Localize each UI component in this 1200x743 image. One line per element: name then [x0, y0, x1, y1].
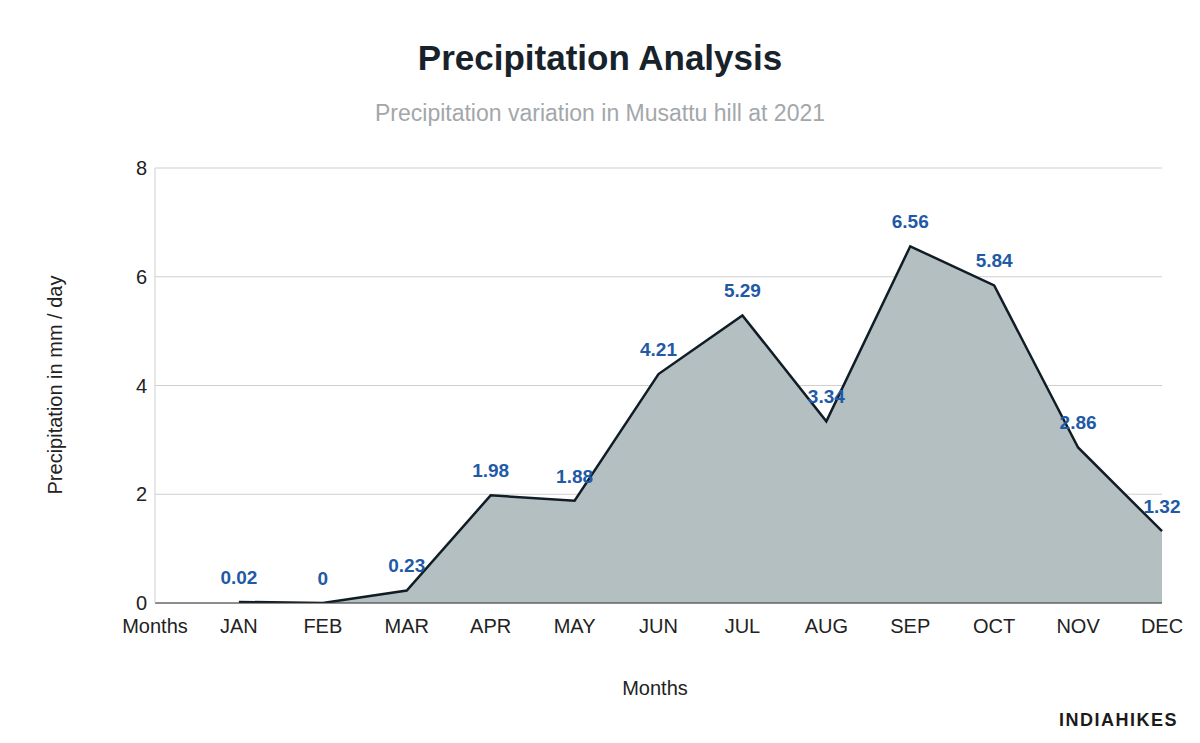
svg-text:0.02: 0.02	[220, 567, 257, 588]
svg-text:3.34: 3.34	[808, 386, 845, 407]
svg-text:JAN: JAN	[220, 615, 258, 637]
html-text:INDIAHIKES: INDIAHIKES	[1059, 710, 1178, 730]
html-text:Months: Months	[622, 677, 688, 699]
html-text:Precipitation variation in Mus: Precipitation variation in Musattu hill …	[375, 100, 825, 126]
html-text:Precipitation in mm / day: Precipitation in mm / day	[43, 275, 66, 495]
svg-text:2.86: 2.86	[1060, 412, 1097, 433]
svg-text:APR: APR	[470, 615, 511, 637]
svg-text:0.23: 0.23	[388, 555, 425, 576]
svg-text:MAR: MAR	[385, 615, 429, 637]
svg-text:1.98: 1.98	[472, 460, 509, 481]
svg-text:MAY: MAY	[554, 615, 596, 637]
svg-text:SEP: SEP	[890, 615, 930, 637]
svg-text:8: 8	[136, 157, 147, 179]
svg-text:NOV: NOV	[1056, 615, 1100, 637]
svg-text:1.88: 1.88	[556, 466, 593, 487]
svg-text:4: 4	[136, 375, 147, 397]
svg-text:Months: Months	[122, 615, 188, 637]
svg-text:OCT: OCT	[973, 615, 1015, 637]
svg-text:1.32: 1.32	[1144, 496, 1181, 517]
svg-text:DEC: DEC	[1141, 615, 1183, 637]
svg-text:FEB: FEB	[303, 615, 342, 637]
svg-text:0: 0	[318, 568, 329, 589]
svg-text:JUL: JUL	[725, 615, 761, 637]
svg-text:5.29: 5.29	[724, 280, 761, 301]
svg-text:5.84: 5.84	[976, 250, 1013, 271]
svg-text:AUG: AUG	[805, 615, 848, 637]
svg-text:0: 0	[136, 592, 147, 614]
svg-text:6: 6	[136, 266, 147, 288]
svg-text:JUN: JUN	[639, 615, 678, 637]
html-text:Precipitation Analysis: Precipitation Analysis	[417, 38, 783, 77]
svg-text:6.56: 6.56	[892, 211, 929, 232]
svg-text:2: 2	[136, 483, 147, 505]
svg-text:4.21: 4.21	[640, 339, 677, 360]
